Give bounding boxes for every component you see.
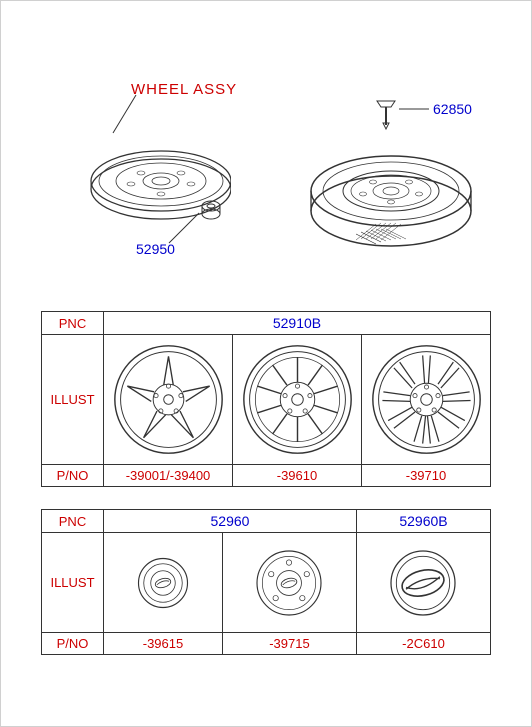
pno2-3: -2C610 — [356, 633, 490, 655]
wheel-illust-1 — [104, 335, 233, 465]
tables-area: PNC 52910B ILLUST — [1, 311, 531, 655]
illust-label: ILLUST — [42, 335, 104, 465]
pno-label-2: P/NO — [42, 633, 104, 655]
part-label-62850: 62850 — [433, 101, 472, 117]
pno-3: -39710 — [362, 465, 491, 487]
pnc2-value-2: 52960B — [356, 510, 490, 533]
pno-label: P/NO — [42, 465, 104, 487]
cap-illust-2 — [222, 533, 356, 633]
illust-label-2: ILLUST — [42, 533, 104, 633]
top-diagram-area: WHEEL ASSY 52950 62 — [1, 1, 531, 311]
wheel-variants-table: PNC 52910B ILLUST — [41, 311, 491, 487]
cap-illust-1 — [104, 533, 223, 633]
pno-2: -39610 — [233, 465, 362, 487]
pno2-1: -39615 — [104, 633, 223, 655]
wheel-illust-3 — [362, 335, 491, 465]
pno2-2: -39715 — [222, 633, 356, 655]
wheel-illust-2 — [233, 335, 362, 465]
part-label-52950: 52950 — [136, 241, 175, 257]
pno-1: -39001/-39400 — [104, 465, 233, 487]
cap-illust-3 — [356, 533, 490, 633]
pnc-value: 52910B — [104, 312, 491, 335]
pnc2-value-1: 52960 — [104, 510, 357, 533]
pnc-label-2: PNC — [42, 510, 104, 533]
pnc-label: PNC — [42, 312, 104, 335]
tire-wheel-drawing — [301, 116, 481, 276]
cap-variants-table: PNC 52960 52960B ILLUST — [41, 509, 491, 655]
